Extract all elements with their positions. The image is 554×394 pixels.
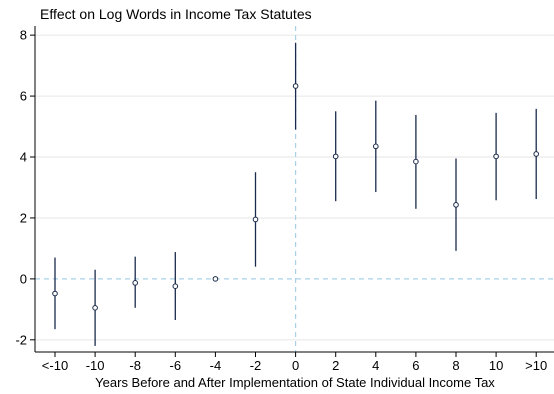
point-estimate [252, 216, 259, 223]
point-estimate [373, 143, 379, 150]
point-estimate [332, 153, 339, 160]
point-estimate [413, 158, 419, 165]
y-tick-label: -2 [15, 332, 27, 347]
x-tick-label: 4 [372, 358, 379, 373]
point-estimate [292, 83, 299, 89]
x-axis-label: Years Before and After Implementation of… [95, 375, 495, 390]
y-tick-label: 6 [20, 89, 27, 104]
x-tick-label: 10 [489, 358, 503, 373]
point-estimate [533, 151, 540, 157]
y-tick-label: 0 [20, 271, 27, 286]
point-estimate [453, 202, 459, 208]
point-estimate [172, 283, 179, 289]
x-tick-label: -10 [86, 358, 105, 373]
point-estimate [132, 280, 138, 286]
point-estimate [92, 305, 98, 311]
x-tick-label: -6 [170, 358, 182, 373]
y-tick-label: 8 [20, 28, 27, 43]
x-tick-label: -4 [210, 358, 222, 373]
chart-title: Effect on Log Words in Income Tax Statut… [40, 6, 312, 22]
x-tick-label: -8 [129, 358, 141, 373]
point-estimate [493, 153, 499, 160]
y-tick-label: 4 [20, 150, 27, 165]
point-estimate [212, 276, 219, 282]
x-tick-label: -2 [250, 358, 262, 373]
point-estimate [52, 290, 58, 297]
x-tick-label: 2 [332, 358, 339, 373]
x-tick-label: 0 [292, 358, 299, 373]
y-tick-label: 2 [20, 210, 27, 225]
x-tick-label: 8 [452, 358, 459, 373]
x-tick-label: 6 [412, 358, 419, 373]
x-tick-label: <-10 [42, 358, 68, 373]
x-tick-label: >10 [525, 358, 547, 373]
